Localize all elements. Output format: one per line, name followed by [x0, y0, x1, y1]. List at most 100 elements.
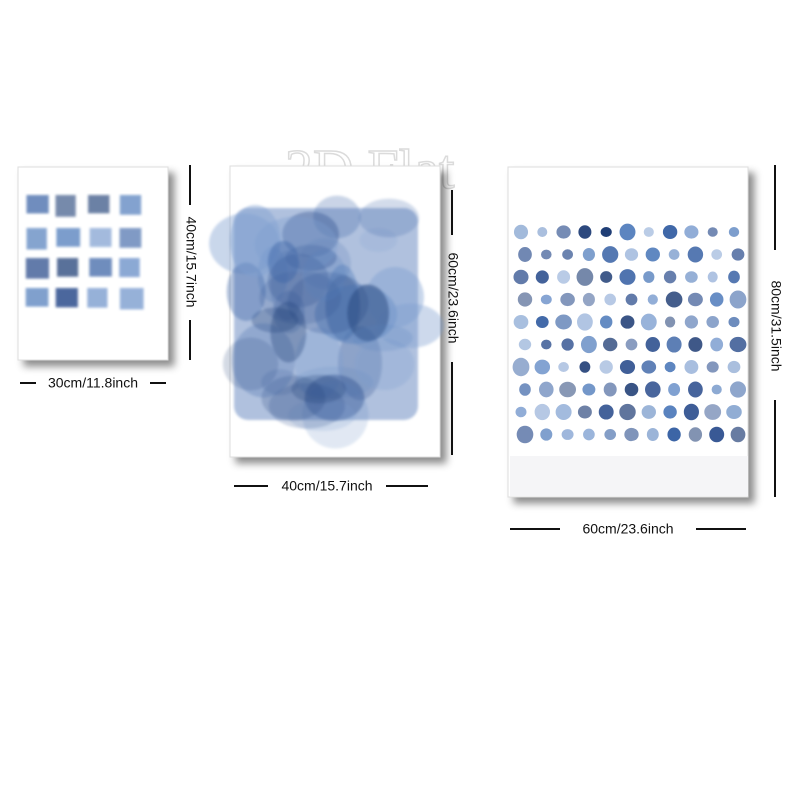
ink-dot: [604, 293, 616, 306]
ink-square: [26, 195, 49, 214]
width-label: 30cm/11.8inch: [48, 375, 138, 391]
ink-dot: [641, 405, 656, 419]
ink-dot: [668, 249, 680, 260]
print-margin: [510, 456, 748, 496]
ink-square: [119, 258, 140, 278]
ink-dot: [645, 247, 660, 262]
ink-dot: [729, 290, 747, 309]
ink-dot: [684, 360, 699, 374]
ink-dot: [730, 426, 746, 443]
ink-dot: [688, 381, 703, 398]
ink-dot: [540, 294, 552, 305]
ink-dot: [534, 359, 551, 375]
ink-dot: [619, 359, 636, 375]
ink-square: [89, 258, 112, 277]
ink-dot: [619, 223, 636, 241]
ink-dot: [537, 227, 548, 237]
ink-dot: [555, 403, 572, 421]
ink-dot: [707, 271, 718, 283]
ink-dot: [710, 337, 724, 352]
ink-dot: [687, 292, 703, 307]
ink-dot: [602, 337, 618, 352]
wash-blob: [267, 240, 299, 284]
ink-dot: [729, 336, 747, 353]
ink-dot: [556, 225, 571, 239]
ink-dot: [667, 427, 681, 442]
ink-square: [87, 288, 108, 308]
ink-square: [55, 195, 76, 217]
ink-dot: [582, 292, 595, 307]
ink-dot: [641, 360, 657, 374]
ink-dot: [535, 315, 549, 329]
ink-dot: [518, 247, 532, 262]
wash-blob: [358, 198, 420, 238]
ink-square: [26, 228, 47, 250]
ink-dot: [728, 316, 740, 328]
ink-dot: [640, 313, 657, 331]
ink-dot: [709, 426, 725, 443]
ink-dot: [709, 292, 724, 307]
dot-pattern: [512, 223, 747, 444]
ink-dot: [619, 269, 636, 285]
square-pattern: [25, 195, 144, 310]
ink-dot: [560, 292, 575, 307]
ink-square: [119, 195, 142, 215]
height-label: 40cm/15.7inch: [183, 216, 199, 307]
width-label: 40cm/15.7inch: [281, 478, 372, 494]
wash-blob: [352, 324, 413, 352]
ink-dot: [688, 337, 703, 352]
ink-dot: [727, 360, 741, 374]
ink-dot: [624, 382, 639, 397]
ink-dot: [664, 316, 676, 328]
ink-dot: [580, 335, 597, 354]
ink-dot: [604, 428, 617, 441]
ink-dot: [541, 339, 552, 350]
ink-dot: [558, 361, 569, 373]
ink-dot: [620, 315, 635, 329]
ink-dot: [579, 361, 591, 373]
ink-dot: [541, 249, 552, 260]
ink-dot: [561, 429, 574, 440]
ink-dot: [645, 337, 661, 352]
ink-dot: [726, 404, 742, 420]
ink-dot: [704, 404, 722, 420]
ink-dot: [598, 404, 614, 420]
print-frame: [507, 166, 749, 498]
ink-dot: [666, 336, 682, 353]
ink-dot: [688, 427, 703, 442]
width-label: 60cm/23.6inch: [582, 521, 673, 537]
ink-dot: [711, 249, 723, 260]
ink-dot: [602, 246, 619, 263]
ink-dot: [729, 381, 747, 398]
wash-blob: [291, 374, 346, 404]
ink-dot: [516, 425, 534, 444]
ink-dot: [684, 315, 699, 329]
wash-blob: [229, 205, 281, 277]
ink-dot: [517, 292, 533, 307]
ink-dot: [599, 315, 613, 329]
ink-dot: [706, 361, 719, 373]
ink-dot: [583, 428, 595, 441]
ink-dot: [561, 338, 574, 351]
ink-dot: [683, 403, 699, 421]
height-label: 80cm/31.5inch: [768, 280, 784, 371]
ink-dot: [578, 225, 592, 239]
ink-square: [119, 228, 142, 248]
ink-dot: [707, 227, 718, 237]
ink-dot: [576, 313, 593, 331]
ink-dot: [557, 270, 571, 284]
wash-blob: [270, 301, 307, 363]
ink-dot: [728, 227, 740, 237]
ink-square: [57, 258, 79, 277]
ink-dot: [668, 383, 681, 396]
ink-dot: [538, 381, 554, 398]
ink-dot: [513, 314, 529, 330]
ink-square: [25, 288, 49, 307]
wash-blob: [354, 338, 415, 391]
ink-dot: [687, 246, 704, 263]
ink-dot: [665, 291, 683, 308]
ink-dot: [684, 225, 699, 239]
wash-blob: [226, 262, 266, 321]
ink-dot: [599, 360, 613, 374]
